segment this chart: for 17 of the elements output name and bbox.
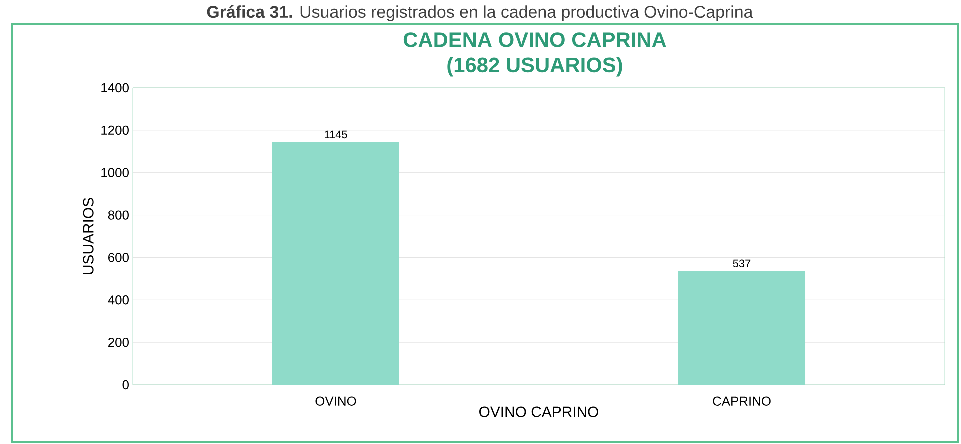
data-label: 1145 [325, 130, 348, 139]
y-tick-label: 200 [108, 338, 129, 348]
y-tick-label: 800 [108, 210, 129, 220]
data-label: 537 [733, 260, 751, 268]
y-tick-label: 1000 [102, 168, 129, 178]
y-tick-label: 1400 [102, 83, 129, 93]
x-tick-label: CAPRINO [713, 396, 771, 406]
y-tick-label: 600 [108, 253, 129, 262]
x-tick-label: OVINO [316, 396, 356, 406]
text: Gráfica 31. Usuarios registrados en la cadena productiva Ovino-Caprina [207, 6, 754, 22]
y-tick-label: 1200 [102, 126, 129, 136]
y-tick-label: 0 [122, 380, 129, 390]
chart-subtitle: (1682 USUARIOS) [448, 57, 622, 77]
y-tick-label: 400 [108, 296, 129, 305]
y-axis-title: USUARIOS [83, 198, 94, 274]
chart-title: CADENA OVINO CAPRINA [404, 32, 666, 48]
x-axis-title: OVINO CAPRINO [480, 406, 598, 418]
